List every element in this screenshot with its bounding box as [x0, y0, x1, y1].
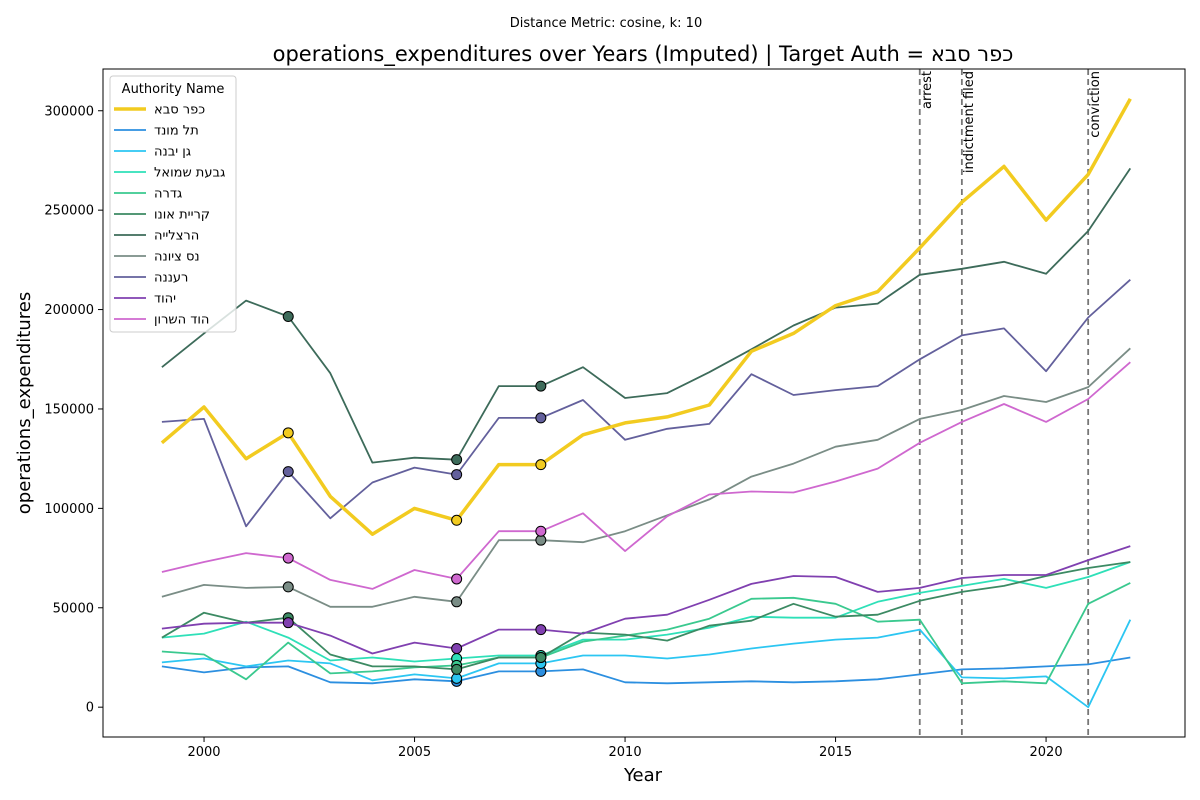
- series-line-8: [161, 279, 1131, 528]
- series-line-4: [161, 582, 1131, 685]
- imputed-point-0-0: [282, 427, 294, 439]
- legend-label-3: גבעת שמואל: [154, 166, 225, 181]
- legend-label-6: הרצלייה: [154, 229, 199, 244]
- imputed-point-6-0: [282, 311, 294, 323]
- legend-title: Authority Name: [122, 82, 225, 97]
- legend-label-10: הוד השרון: [154, 313, 209, 328]
- plot-area: arrest indictment filed conviction: [160, 69, 1132, 737]
- x-tick-label-0: 2000: [187, 745, 220, 760]
- series-line-7: [161, 347, 1131, 608]
- legend-label-4: גדרה: [154, 187, 182, 202]
- y-tick-label-3: 150000: [44, 402, 94, 417]
- imputed-point-8-2: [535, 412, 547, 424]
- axes: 2000 2005 2010 2015 2020 0 50000 100000 150000 20…: [44, 104, 1062, 760]
- imputed-point-9-1: [451, 643, 463, 655]
- y-tick-label-0: 0: [86, 701, 94, 716]
- series-line-5: [161, 561, 1131, 671]
- event-label-1: indictment filed: [962, 71, 977, 173]
- legend-label-1: תל מונד: [154, 124, 199, 139]
- imputed-point-0-1: [451, 514, 463, 526]
- imputed-point-5-1: [451, 663, 463, 675]
- series-line-9: [161, 545, 1131, 655]
- y-tick-label-2: 100000: [44, 502, 94, 517]
- y-axis-title: operations_expenditures: [14, 292, 35, 514]
- series-line-0: [160, 97, 1132, 536]
- imputed-point-9-0: [282, 617, 294, 629]
- series-line-1: [161, 656, 1131, 685]
- imputed-point-5-2: [535, 651, 547, 663]
- series-line-2: [161, 619, 1132, 709]
- series-line-6: [161, 167, 1132, 464]
- plot-frame: [102, 68, 1186, 738]
- y-tick-label-6: 300000: [44, 104, 94, 119]
- legend-label-2: גן יבנה: [154, 145, 191, 160]
- suptitle: Distance Metric: cosine, k: 10: [510, 16, 702, 31]
- legend-label-0: כפר סבא: [154, 103, 205, 118]
- event-label-2: conviction: [1088, 71, 1103, 138]
- imputed-point-10-2: [535, 525, 547, 537]
- y-tick-label-5: 250000: [44, 204, 94, 219]
- imputed-point-0-2: [535, 459, 547, 471]
- x-axis-title: Year: [623, 765, 663, 786]
- imputed-point-10-1: [451, 573, 463, 585]
- imputed-point-10-0: [282, 552, 294, 564]
- legend-label-7: נס ציונה: [154, 250, 200, 265]
- legend-label-8: רעננה: [154, 271, 188, 286]
- y-tick-label-4: 200000: [44, 303, 94, 318]
- series-line-10: [161, 361, 1131, 590]
- x-tick-label-2: 2010: [609, 745, 642, 760]
- imputed-point-7-1: [451, 596, 463, 608]
- legend-label-9: יהוד: [154, 292, 176, 307]
- legend: Authority Name כפר סבא תל מונד גן יבנה גבעת…: [109, 75, 237, 333]
- event-label-0: arrest: [920, 71, 935, 109]
- imputed-point-8-0: [282, 466, 294, 478]
- imputed-point-7-0: [282, 581, 294, 593]
- chart-title: operations_expenditures over Years (Impu…: [273, 42, 1014, 67]
- imputed-point-6-1: [451, 454, 463, 466]
- legend-label-5: קריית אונו: [154, 208, 210, 223]
- imputed-point-9-2: [535, 624, 547, 636]
- imputed-point-6-2: [535, 380, 547, 392]
- y-tick-label-1: 50000: [53, 601, 94, 616]
- imputed-point-8-1: [451, 469, 463, 481]
- x-tick-label-3: 2015: [819, 745, 852, 760]
- x-tick-label-1: 2005: [398, 745, 431, 760]
- x-tick-label-4: 2020: [1030, 745, 1063, 760]
- legend-box: [109, 75, 237, 333]
